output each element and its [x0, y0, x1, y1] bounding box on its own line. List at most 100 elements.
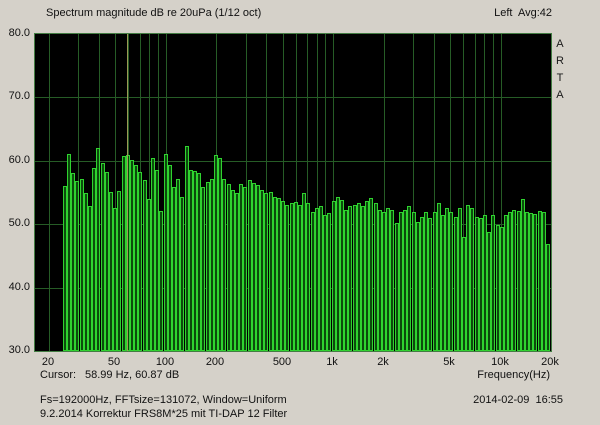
y-tick-label: 70.0 — [8, 90, 30, 102]
spectrum-bar — [201, 187, 205, 351]
spectrum-bar — [319, 206, 323, 351]
spectrum-bar — [348, 206, 352, 351]
spectrum-bar — [88, 206, 92, 351]
spectrum-bar — [420, 217, 424, 351]
spectrum-bar — [285, 205, 289, 351]
spectrum-bar — [105, 172, 109, 351]
x-tick-label: 20k — [541, 356, 559, 368]
spectrum-bar — [441, 215, 445, 351]
cursor-readout-value: 58.99 Hz, 60.87 dB — [85, 369, 180, 381]
spectrum-bar — [311, 212, 315, 351]
arta-logo: A R T A — [556, 36, 564, 104]
spectrum-bar — [197, 173, 201, 351]
y-tick-label: 60.0 — [8, 154, 30, 166]
spectrum-bar — [189, 170, 193, 351]
vertical-gridline — [450, 34, 451, 351]
arta-logo-letter: A — [556, 38, 564, 50]
spectrum-bar — [147, 199, 151, 351]
spectrum-bar — [138, 172, 142, 351]
vertical-gridline — [283, 34, 284, 351]
spectrum-bar — [449, 212, 453, 351]
timestamp: 2014-02-09 16:55 — [473, 394, 563, 406]
spectrum-bar — [101, 163, 105, 351]
spectrum-bar — [517, 211, 521, 351]
spectrum-bar — [433, 212, 437, 351]
spectrum-bar — [122, 156, 126, 351]
spectrum-bar — [252, 183, 256, 351]
spectrum-bar — [256, 185, 260, 351]
spectrum-bar — [323, 215, 327, 351]
spectrum-plot-canvas[interactable] — [34, 33, 552, 352]
spectrum-bar — [281, 201, 285, 351]
spectrum-bar — [172, 187, 176, 351]
spectrum-bar — [340, 200, 344, 351]
spectrum-bar — [80, 179, 84, 351]
spectrum-bar — [193, 171, 197, 351]
spectrum-bar — [462, 237, 466, 351]
spectrum-bar — [227, 184, 231, 351]
spectrum-bar — [273, 197, 277, 351]
spectrum-bar — [424, 212, 428, 351]
x-tick-label: 1k — [326, 356, 338, 368]
spectrum-bar — [416, 222, 420, 351]
spectrum-bar — [235, 193, 239, 351]
spectrum-bar — [277, 198, 281, 351]
vertical-gridline — [463, 34, 464, 351]
vertical-gridline — [384, 34, 385, 351]
spectrum-bar — [290, 203, 294, 351]
vertical-gridline — [493, 34, 494, 351]
spectrum-bar — [222, 179, 226, 351]
spectrum-bar — [487, 232, 491, 351]
spectrum-bar — [239, 184, 243, 351]
spectrum-bar — [260, 190, 264, 351]
y-tick-label: 50.0 — [8, 217, 30, 229]
spectrum-bar — [206, 182, 210, 351]
spectrum-bar — [117, 191, 121, 351]
x-tick-label: 100 — [155, 356, 175, 368]
chart-title: Spectrum magnitude dB re 20uPa (1/12 oct… — [46, 7, 262, 19]
cursor-readout-label: Cursor: — [40, 369, 77, 381]
spectrum-bar — [164, 154, 168, 351]
cursor-line[interactable] — [127, 34, 128, 351]
spectrum-bar — [113, 208, 117, 351]
arta-logo-letter: R — [556, 55, 564, 67]
spectrum-bar — [428, 218, 432, 351]
spectrum-bar — [134, 165, 138, 351]
spectrum-bar — [214, 155, 218, 351]
spectrum-bar — [386, 208, 390, 351]
spectrum-bar — [327, 213, 331, 351]
spectrum-bar — [67, 154, 71, 351]
spectrum-bar — [475, 217, 479, 351]
spectrum-bar — [382, 212, 386, 351]
spectrum-bar — [264, 193, 268, 351]
spectrum-bar — [395, 223, 399, 351]
spectrum-bar — [185, 146, 189, 351]
spectrum-bar — [353, 205, 357, 351]
spectrum-bar — [361, 206, 365, 351]
spectrum-bar — [126, 155, 130, 351]
spectrum-bar — [159, 211, 163, 351]
spectrum-bar — [298, 205, 302, 351]
spectrum-bar — [479, 218, 483, 351]
spectrum-bar — [96, 148, 100, 351]
spectrum-bar — [496, 225, 500, 351]
spectrum-bar — [231, 190, 235, 351]
horizontal-gridline — [35, 97, 551, 98]
vertical-gridline — [413, 34, 414, 351]
vertical-gridline — [484, 34, 485, 351]
vertical-gridline — [501, 34, 502, 351]
x-tick-label: 2k — [377, 356, 389, 368]
spectrum-bar — [306, 203, 310, 351]
vertical-gridline — [296, 34, 297, 351]
spectrum-bar — [445, 208, 449, 351]
spectrum-bar — [533, 214, 537, 351]
spectrum-bar — [344, 210, 348, 351]
spectrum-bar — [542, 212, 546, 351]
spectrum-bar — [399, 212, 403, 351]
spectrum-bar — [437, 203, 441, 351]
spectrum-bar — [336, 197, 340, 351]
spectrum-bar — [538, 211, 542, 351]
measurement-settings-status: Fs=192000Hz, FFTsize=131072, Window=Unif… — [40, 394, 287, 406]
spectrum-bar — [491, 215, 495, 351]
